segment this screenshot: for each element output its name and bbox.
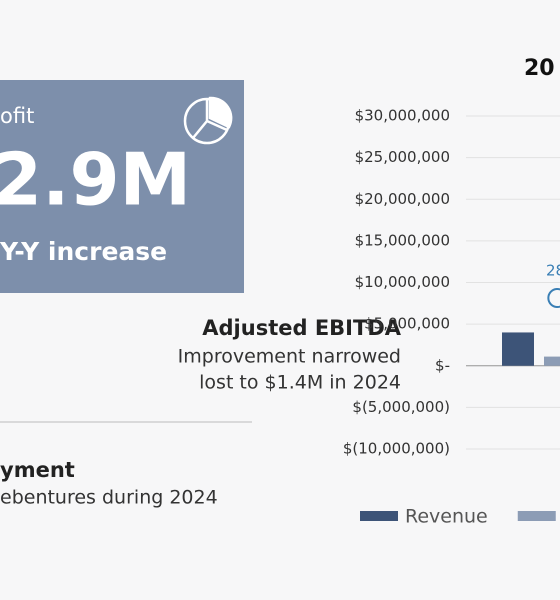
- item-text: ebentures during 2024: [0, 487, 218, 509]
- legend-label: Revenue: [405, 506, 488, 528]
- legend-swatch: [517, 511, 556, 521]
- pie-icon: [183, 96, 233, 145]
- kpi-label: ofit: [0, 104, 34, 128]
- chart-title: 20: [524, 56, 555, 81]
- y-tick-label: $30,000,000: [355, 107, 450, 125]
- item-title: yment: [0, 458, 75, 482]
- item-title: Adjusted EBITDA: [202, 316, 401, 340]
- kpi-value: 2.9M: [0, 138, 191, 222]
- item-text: Improvement narrowed: [178, 346, 401, 368]
- legend-swatch: [360, 511, 398, 521]
- kpi-change: Y-Y increase: [0, 237, 167, 266]
- y-tick-label: $25,000,000: [355, 148, 450, 166]
- y-tick-label: $15,000,000: [355, 231, 450, 249]
- y-tick-label: $(5,000,000): [352, 398, 450, 416]
- kpi-box: [0, 80, 244, 293]
- y-tick-label: $20,000,000: [355, 190, 450, 208]
- annotation-marker: [547, 288, 560, 308]
- bar: [544, 356, 560, 366]
- annotation: 28: [546, 262, 560, 280]
- bar: [502, 332, 534, 366]
- item-text: lost to $1.4M in 2024: [199, 372, 401, 394]
- y-tick-label: $-: [435, 356, 450, 374]
- y-tick-label: $10,000,000: [355, 273, 450, 291]
- y-tick-label: $(10,000,000): [343, 440, 450, 458]
- y-tick-label: $5,000,000: [364, 315, 450, 333]
